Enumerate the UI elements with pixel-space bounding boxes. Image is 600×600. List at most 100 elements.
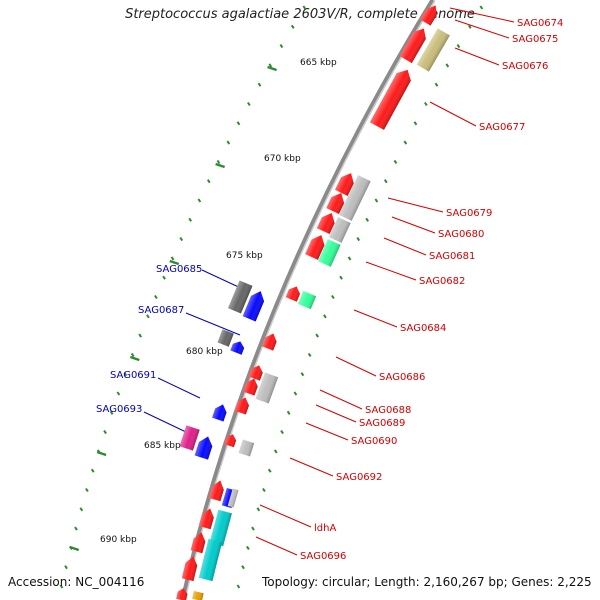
gene-sag0674-shade [420, 5, 437, 26]
tick-mark [138, 333, 142, 338]
gene-sag0682-shade [305, 235, 325, 260]
gene-sag0677-shade [369, 69, 411, 130]
tick-mark [59, 584, 64, 589]
tick-mark [154, 294, 158, 300]
gene-label-sag0679[interactable]: SAG0679 [446, 208, 492, 219]
gene-ldha-shade [227, 488, 239, 508]
tick-mark [374, 198, 379, 203]
gene-sag0696 [209, 509, 232, 547]
major-tick [215, 162, 226, 169]
gene-label-sag0689[interactable]: SAG0689 [359, 418, 405, 429]
tick-mark [236, 121, 241, 126]
map-title: Streptococcus agalactiae 2603V/R, comple… [125, 7, 475, 22]
leader-line-left [157, 377, 201, 399]
leader-line-right [449, 7, 515, 23]
gene-label-sag0677[interactable]: SAG0677 [479, 122, 525, 133]
gene-sag0697-shade [190, 532, 206, 554]
gene-label-sag0684[interactable]: SAG0684 [400, 323, 446, 334]
gene-label-sag0690[interactable]: SAG0690 [351, 436, 397, 447]
leader-line-right [365, 261, 417, 281]
gene-sag0701-shade [192, 590, 204, 600]
gene-label-sag0681[interactable]: SAG0681 [429, 251, 475, 262]
tick-mark [365, 217, 370, 222]
gene-sag0678-shade [335, 173, 354, 196]
leader-line-right [335, 356, 377, 377]
gene-sag0679 [338, 175, 371, 221]
gene-label-sag0676[interactable]: SAG0676 [502, 61, 548, 72]
tick-mark [197, 198, 202, 203]
major-tick [267, 65, 277, 72]
gene-sag0693 [194, 436, 213, 460]
gene-sag0690 [234, 397, 249, 415]
tick-mark [403, 140, 408, 145]
tick-mark [307, 352, 312, 357]
tick-mark [315, 333, 319, 338]
gene-sag0681 [316, 212, 335, 235]
gene-sag0687 [230, 341, 245, 355]
gene-sag0695 [199, 508, 214, 530]
gene-sag0700 [176, 588, 188, 600]
gene-sag0676 [416, 28, 450, 72]
leader-line-right [454, 19, 510, 39]
label-leader-lines [143, 7, 515, 556]
tick-mark [347, 256, 352, 261]
tick-mark [74, 526, 78, 531]
gene-sag0690-shade [234, 397, 249, 415]
scale-label-690: 690 kbp [100, 535, 137, 545]
gene-sag0692 [238, 439, 255, 457]
gene-sag0685-gray-shade [228, 280, 253, 314]
tick-mark [216, 159, 221, 164]
tick-mark [393, 159, 398, 164]
gene-sag0691-shade [212, 404, 227, 422]
tick-mark [236, 584, 241, 589]
tick-mark [162, 275, 166, 280]
gene-sag0688 [243, 378, 258, 396]
gene-label-sag0686[interactable]: SAG0686 [379, 372, 425, 383]
tick-mark [445, 63, 450, 68]
gene-sag0699 [181, 556, 198, 582]
tick-mark [247, 101, 251, 107]
tick-mark [280, 430, 284, 435]
genome-summary-text: Topology: circular; Length: 2,160,267 bp… [262, 575, 592, 589]
gene-sag0689-shade [255, 372, 279, 404]
gene-sag0675-shade [399, 28, 426, 64]
tick-mark [256, 507, 261, 512]
gene-sag0688a-shade [248, 365, 263, 381]
gene-label-sag0687[interactable]: SAG0687 [138, 305, 184, 316]
gene-label-sag0685[interactable]: SAG0685 [156, 264, 202, 275]
gene-label-sag0682[interactable]: SAG0682 [419, 276, 465, 287]
tick-mark [116, 391, 121, 396]
gene-label-sag0688[interactable]: SAG0688 [365, 405, 411, 416]
tick-mark [103, 430, 107, 435]
gene-label-sag0675[interactable]: SAG0675 [512, 34, 558, 45]
gene-sag0681b-shade [328, 217, 351, 243]
gene-label-sag0691[interactable]: SAG0691 [110, 370, 156, 381]
tick-mark [273, 449, 278, 454]
gene-sag0678 [335, 173, 354, 196]
gene-sag0693-shade [194, 436, 213, 460]
gene-label-sag0680[interactable]: SAG0680 [438, 229, 484, 240]
gene-sag0694 [208, 480, 224, 502]
gene-label-sag0693[interactable]: SAG0693 [96, 404, 142, 415]
gene-sag0692-shade [238, 439, 255, 457]
gene-sag0698 [198, 538, 223, 582]
tick-mark [179, 237, 184, 242]
gene-label-sag0692[interactable]: SAG0692 [336, 472, 382, 483]
gene-label-sag0696[interactable]: SAG0696 [300, 551, 346, 562]
gene-label-ldha[interactable]: ldhA [314, 523, 336, 534]
gene-sag0687-gray-shade [217, 329, 234, 347]
gene-label-sag0674[interactable]: SAG0674 [517, 18, 563, 29]
gene-sag0685 [242, 291, 265, 322]
major-tick [129, 355, 140, 362]
gene-sag0680 [326, 192, 345, 215]
leader-line-right [454, 47, 500, 66]
accession-text: Accession: NC_004116 [8, 575, 145, 589]
gene-sag0694-shade [208, 480, 224, 502]
gene-features [176, 5, 450, 600]
major-tick [69, 545, 80, 552]
tick-mark [302, 5, 307, 10]
gene-sag0688-shade [243, 378, 258, 396]
gene-sag0701 [192, 590, 204, 600]
leader-line-right [391, 216, 436, 234]
